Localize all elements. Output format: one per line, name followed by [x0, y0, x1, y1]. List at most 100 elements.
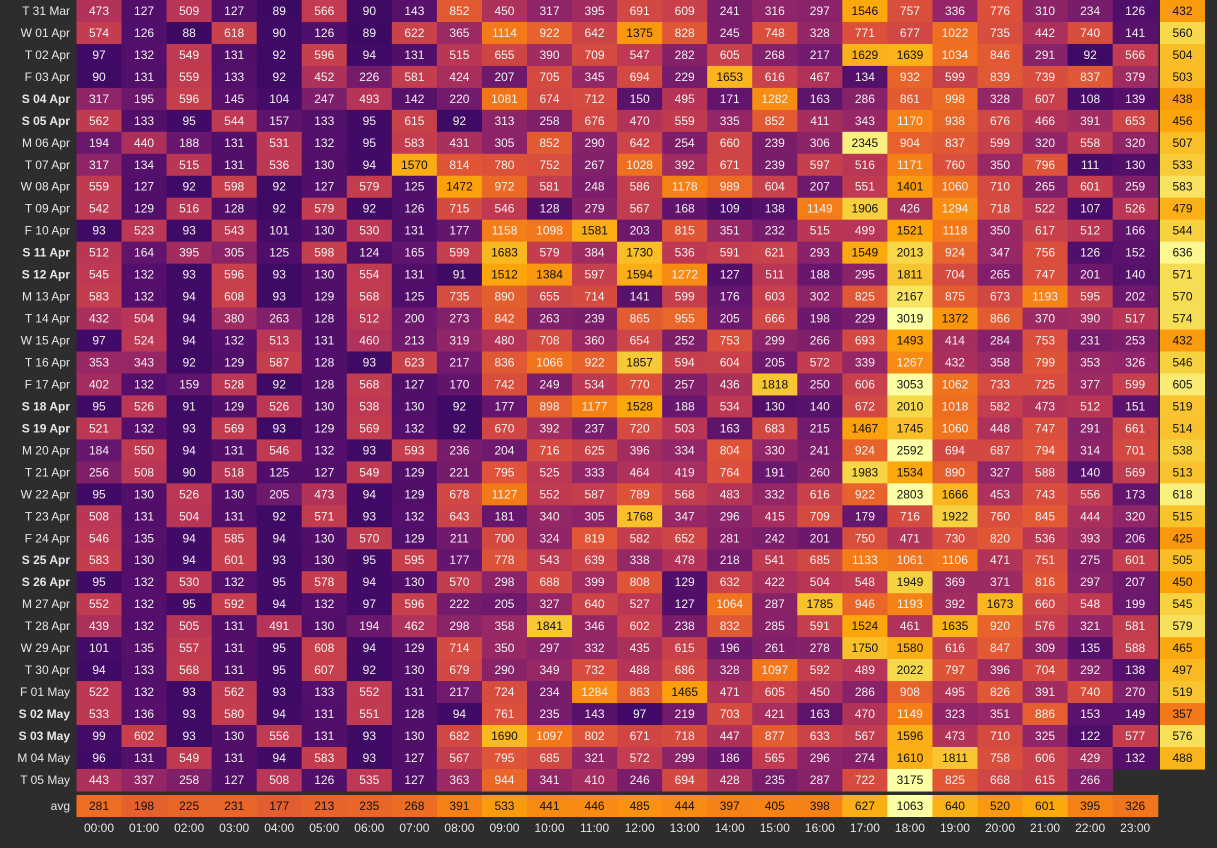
heat-cell [1067, 109, 1114, 133]
heat-cell [1112, 197, 1159, 221]
cell-label: 130 [404, 729, 424, 743]
cell-label: 395 [179, 246, 199, 260]
heat-cell [662, 175, 708, 199]
cell-label: 1581 [581, 224, 608, 238]
heat-cell [211, 175, 258, 199]
heat-cell [977, 461, 1024, 484]
heat-cell [1022, 109, 1069, 133]
heat-cell [166, 153, 213, 177]
cell-label: 213 [404, 334, 424, 348]
cell-label: 3053 [897, 377, 924, 391]
heat-cell [391, 65, 438, 89]
heat-cell [481, 746, 528, 770]
heat-cell [707, 637, 753, 660]
cell-label: 503 [675, 421, 695, 435]
heat-cell [436, 439, 483, 462]
heat-cell [256, 505, 303, 528]
heat-cell [752, 43, 798, 67]
row-average-label: 571 [1172, 268, 1192, 282]
heat-cell [662, 373, 708, 397]
heat-cell [617, 703, 663, 726]
cell-label: 819 [585, 531, 605, 545]
row-average-label: 544 [1172, 224, 1192, 238]
cell-label: 236 [449, 443, 469, 457]
cell-label: 231 [1080, 334, 1100, 348]
cell-label: 129 [404, 465, 424, 479]
heat-cell [76, 21, 123, 45]
cell-label: 493 [359, 92, 379, 106]
heat-cell [842, 219, 888, 243]
cell-label: 266 [810, 334, 830, 348]
heat-cell [211, 725, 258, 748]
cell-label: 92 [273, 70, 287, 84]
cell-label: 623 [404, 356, 424, 370]
heat-cell [256, 109, 303, 133]
heat-cell [166, 505, 213, 528]
row-label: T 31 Mar [22, 4, 70, 18]
cell-label: 293 [810, 246, 830, 260]
heat-cell [1022, 703, 1069, 726]
heat-cell [256, 593, 303, 616]
heat-cell [121, 527, 168, 550]
heat-cell [662, 549, 708, 572]
heat-cell [166, 87, 213, 111]
row-label: W 01 Apr [21, 26, 70, 40]
heat-cell [572, 87, 618, 111]
cell-label: 94 [182, 531, 196, 545]
heat-cell [391, 417, 438, 440]
heat-cell [707, 439, 753, 462]
heat-cell [436, 153, 483, 177]
cell-label: 130 [224, 729, 244, 743]
heat-cell [752, 329, 798, 353]
cell-label: 683 [765, 421, 785, 435]
row-label: S 11 Apr [22, 246, 70, 260]
cell-label: 1284 [581, 685, 608, 699]
heat-cell [121, 197, 168, 221]
cell-label: 550 [134, 443, 154, 457]
heat-cell [256, 527, 303, 550]
heat-cell [256, 659, 303, 682]
cell-label: 1062 [942, 377, 969, 391]
cell-label: 771 [855, 26, 875, 40]
heat-cell [256, 681, 303, 704]
row-average-label: 465 [1172, 641, 1192, 655]
heat-cell [887, 153, 934, 177]
cell-label: 1811 [942, 751, 968, 765]
heat-cell [1022, 615, 1069, 638]
cell-label: 201 [810, 531, 830, 545]
cell-label: 133 [224, 70, 244, 84]
heat-cell [166, 395, 213, 419]
cell-label: 127 [314, 180, 334, 194]
heat-cell [1022, 461, 1069, 484]
cell-label: 682 [449, 729, 469, 743]
cell-label: 601 [224, 553, 244, 567]
cell-label: 132 [134, 619, 154, 633]
heat-cell [977, 109, 1024, 133]
heat-cell [436, 219, 483, 243]
heat-cell [391, 87, 438, 111]
heat-cell [346, 329, 393, 353]
cell-label: 601 [1125, 553, 1145, 567]
heat-cell [346, 43, 393, 67]
heat-cell [1112, 241, 1159, 265]
heat-cell [166, 131, 213, 155]
x-tick-label: 10:00 [535, 821, 565, 835]
cell-label: 1857 [626, 356, 653, 370]
heat-cell [662, 768, 708, 792]
cell-label: 478 [675, 553, 695, 567]
cell-label: 188 [675, 399, 695, 413]
row-average-label: 515 [1172, 509, 1192, 523]
cell-label: 239 [585, 312, 605, 326]
cell-label: 95 [273, 641, 287, 655]
heat-cell [211, 439, 258, 462]
heat-cell [1022, 768, 1069, 792]
cell-label: 411 [810, 114, 829, 128]
cell-label: 740 [1080, 26, 1100, 40]
cell-label: 687 [990, 443, 1010, 457]
heat-cell [346, 746, 393, 770]
row-average-label: 513 [1172, 465, 1192, 479]
heat-cell [1112, 703, 1159, 726]
heat-cell [752, 703, 798, 726]
row-average-cell [1160, 153, 1205, 177]
cell-label: 866 [990, 312, 1010, 326]
